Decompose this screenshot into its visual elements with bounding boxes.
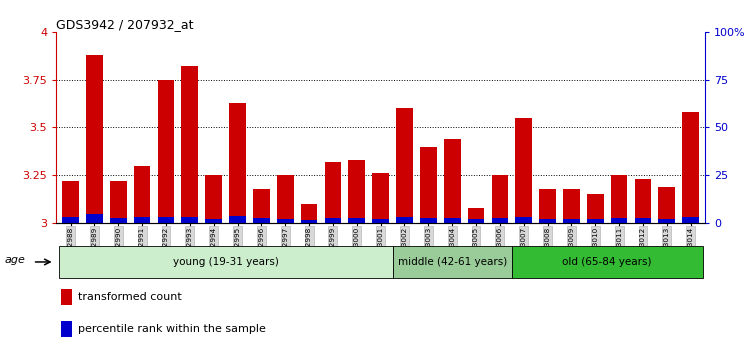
Bar	[62, 181, 79, 223]
Bar	[182, 66, 198, 223]
Bar	[512, 246, 703, 278]
Bar	[182, 217, 198, 223]
Bar	[277, 219, 293, 223]
Bar	[301, 219, 317, 223]
Bar	[610, 175, 628, 223]
Bar	[634, 179, 651, 223]
Bar	[230, 216, 246, 223]
Text: percentile rank within the sample: percentile rank within the sample	[78, 324, 266, 334]
Bar	[634, 218, 651, 223]
Text: age: age	[4, 255, 26, 266]
Bar	[277, 175, 293, 223]
Bar	[515, 217, 532, 223]
Bar	[372, 219, 389, 223]
Bar	[468, 219, 484, 223]
Bar	[110, 218, 127, 223]
Bar	[325, 162, 341, 223]
Bar	[158, 80, 174, 223]
Bar	[539, 189, 556, 223]
Bar	[515, 118, 532, 223]
Bar	[444, 139, 460, 223]
Bar	[325, 218, 341, 223]
Bar	[58, 246, 392, 278]
Text: middle (42-61 years): middle (42-61 years)	[398, 257, 507, 267]
Bar	[206, 175, 222, 223]
Bar	[86, 55, 103, 223]
Bar	[301, 204, 317, 223]
Bar	[420, 218, 436, 223]
Bar	[392, 246, 512, 278]
Text: transformed count: transformed count	[78, 292, 182, 302]
Bar	[253, 218, 270, 223]
Text: GDS3942 / 207932_at: GDS3942 / 207932_at	[56, 18, 194, 31]
Bar	[134, 166, 151, 223]
Bar	[420, 147, 436, 223]
Bar	[563, 189, 580, 223]
Bar	[563, 219, 580, 223]
Bar	[206, 219, 222, 223]
Bar	[396, 108, 412, 223]
Text: young (19-31 years): young (19-31 years)	[172, 257, 278, 267]
Bar	[349, 160, 365, 223]
Bar	[62, 217, 79, 223]
Bar	[658, 219, 675, 223]
Text: old (65-84 years): old (65-84 years)	[562, 257, 652, 267]
Bar	[444, 218, 460, 223]
Bar	[253, 189, 270, 223]
Bar	[658, 187, 675, 223]
Bar	[587, 194, 604, 223]
Bar	[372, 173, 389, 223]
Bar	[396, 217, 412, 223]
Bar	[86, 215, 103, 223]
Bar	[62, 289, 72, 304]
Bar	[682, 112, 699, 223]
Bar	[468, 208, 484, 223]
Bar	[610, 218, 628, 223]
Bar	[349, 218, 365, 223]
Bar	[134, 217, 151, 223]
Bar	[110, 181, 127, 223]
Bar	[230, 103, 246, 223]
Bar	[62, 321, 72, 337]
Bar	[158, 217, 174, 223]
Bar	[491, 175, 508, 223]
Bar	[682, 217, 699, 223]
Bar	[491, 218, 508, 223]
Bar	[587, 219, 604, 223]
Bar	[539, 219, 556, 223]
